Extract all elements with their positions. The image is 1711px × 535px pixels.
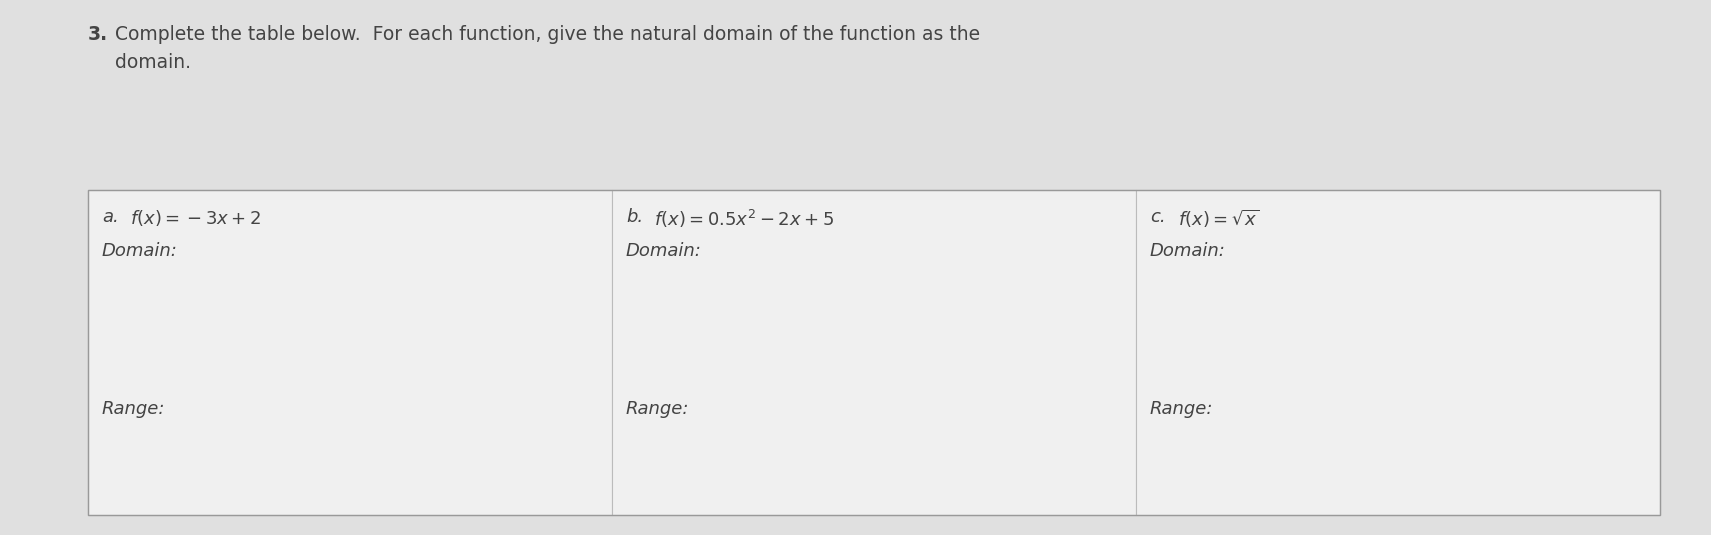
Bar bbox=[87, 190, 1660, 515]
Text: Range:: Range: bbox=[1150, 400, 1213, 418]
Text: b.: b. bbox=[626, 208, 643, 226]
Text: Domain:: Domain: bbox=[103, 242, 178, 260]
Text: Range:: Range: bbox=[103, 400, 166, 418]
Bar bbox=[1136, 190, 1660, 515]
Text: $f(x) = 0.5x^2 - 2x + 5$: $f(x) = 0.5x^2 - 2x + 5$ bbox=[654, 208, 833, 230]
Bar bbox=[613, 190, 1136, 515]
Text: Domain:: Domain: bbox=[1150, 242, 1225, 260]
Text: $f(x) = -3x + 2$: $f(x) = -3x + 2$ bbox=[130, 208, 262, 228]
Bar bbox=[87, 190, 613, 515]
Text: Domain:: Domain: bbox=[626, 242, 702, 260]
Text: c.: c. bbox=[1150, 208, 1165, 226]
Text: a.: a. bbox=[103, 208, 118, 226]
Text: Complete the table below.  For each function, give the natural domain of the fun: Complete the table below. For each funct… bbox=[115, 25, 980, 72]
Text: Range:: Range: bbox=[626, 400, 690, 418]
Text: $f(x) = \sqrt{x}$: $f(x) = \sqrt{x}$ bbox=[1177, 208, 1259, 230]
Text: 3.: 3. bbox=[87, 25, 108, 44]
